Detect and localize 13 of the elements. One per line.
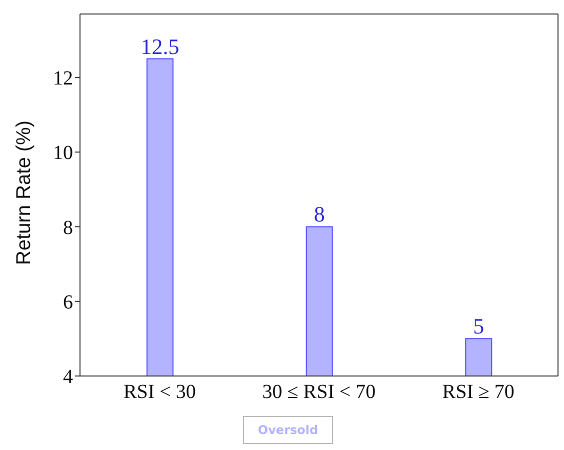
y-tick-label: 4 [63,366,73,388]
x-tick-label: RSI < 30 [123,381,196,404]
y-tick-label: 6 [63,291,73,314]
text: Oversold [242,416,334,444]
y-tick-label: 10 [53,142,73,164]
y-axis-title: Return Rate (%) [13,120,36,265]
y-tick-label: 8 [63,216,73,239]
x-tick-label: RSI ≥ 70 [442,381,514,404]
data-label: 8 [314,202,325,227]
x-tick-label: 30 ≤ RSI < 70 [262,381,376,404]
y-tick-label: 12 [53,68,73,90]
data-label: 12.5 [140,34,180,59]
data-label: 5 [473,314,484,339]
